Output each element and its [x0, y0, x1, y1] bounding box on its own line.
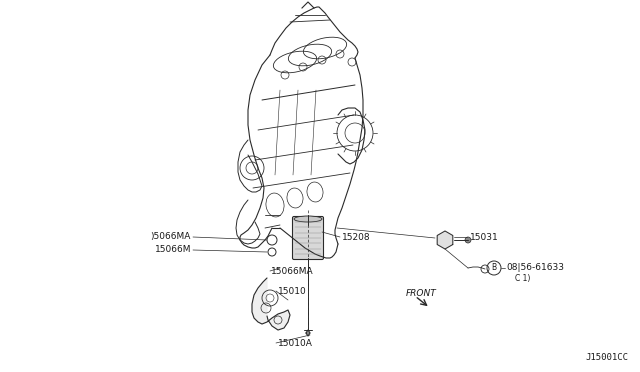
Ellipse shape [294, 216, 322, 222]
Circle shape [465, 237, 471, 243]
Text: B: B [492, 263, 497, 273]
Text: J15001CC: J15001CC [585, 353, 628, 362]
Text: 15066MA: 15066MA [271, 266, 314, 276]
Text: 15010A: 15010A [278, 339, 313, 347]
Text: )5066MA: )5066MA [150, 232, 191, 241]
Polygon shape [306, 330, 310, 336]
Polygon shape [252, 278, 290, 330]
Text: 08|56-61633: 08|56-61633 [506, 263, 564, 273]
Text: 15208: 15208 [342, 232, 371, 241]
Text: 15066M: 15066M [154, 246, 191, 254]
FancyBboxPatch shape [292, 217, 323, 260]
Text: FRONT: FRONT [406, 289, 436, 298]
Polygon shape [437, 231, 452, 249]
Text: C 1): C 1) [515, 273, 531, 282]
Text: 15031: 15031 [470, 232, 499, 241]
Text: 15010: 15010 [278, 286, 307, 295]
